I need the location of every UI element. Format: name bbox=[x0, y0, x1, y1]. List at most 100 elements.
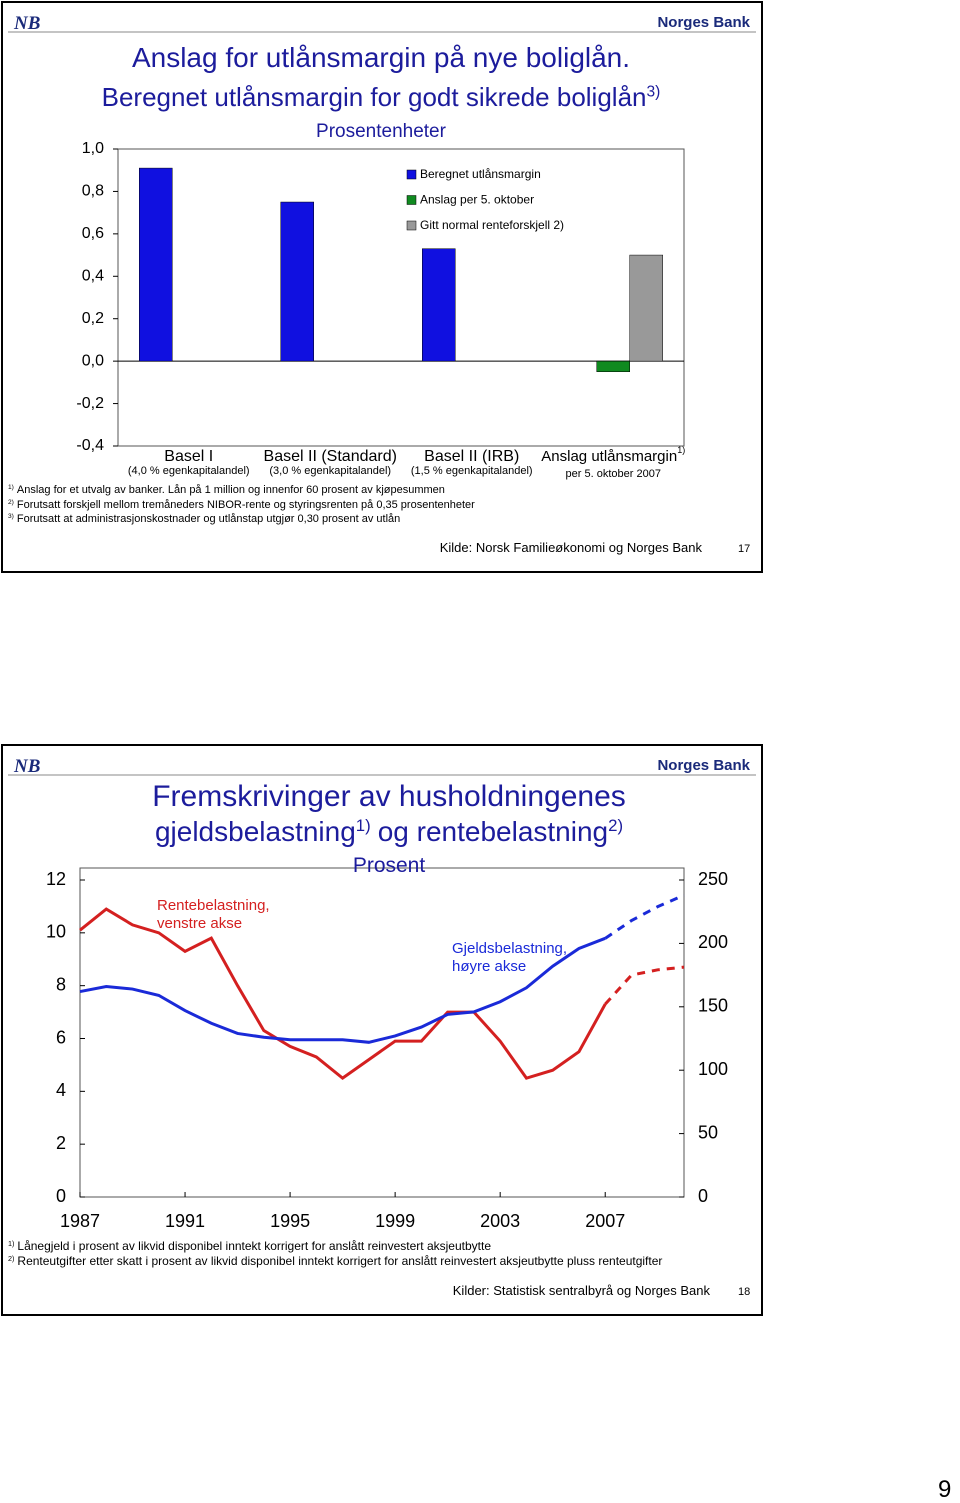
y2-tick-label: 250 bbox=[698, 869, 728, 889]
subtitle: Prosentenheter bbox=[316, 121, 446, 142]
title-note-marker: 2) bbox=[608, 815, 624, 835]
logo: NB bbox=[14, 13, 41, 34]
line-series bbox=[604, 965, 685, 1006]
series-label: Gjeldsbelastning, høyre akse bbox=[452, 940, 568, 975]
y2-tick-label: 200 bbox=[698, 932, 728, 952]
x-tick-label: 1987 bbox=[60, 1211, 100, 1231]
footnote: 3) Forutsatt at administrasjonskostnader … bbox=[8, 513, 401, 525]
title-text: Beregnet utlånsmargin for godt sikrede b… bbox=[101, 82, 647, 112]
line-series bbox=[604, 893, 685, 940]
category-name: Basel II (Standard) bbox=[264, 448, 397, 465]
y-tick-label: 0,0 bbox=[82, 352, 104, 369]
y-tick-label: 0,2 bbox=[82, 310, 104, 327]
title-line: Fremskrivinger av husholdningenes bbox=[8, 782, 770, 812]
bar bbox=[280, 201, 314, 362]
x-tick-label: 2007 bbox=[585, 1211, 625, 1231]
logo: NB bbox=[14, 756, 41, 777]
footnote: 2) Forutsatt forskjell mellom tremåneders… bbox=[8, 499, 475, 511]
brand: Norges Bank bbox=[657, 14, 750, 31]
y-tick-label: -0,4 bbox=[76, 437, 104, 454]
legend-label: Beregnet utlånsmargin bbox=[420, 167, 541, 181]
category-subtitle: (4,0 % egenkapitalandel) bbox=[128, 465, 250, 477]
category-label: Basel I bbox=[164, 448, 213, 465]
footnote: 2) Renteutgifter etter skatt i prosent av… bbox=[8, 1255, 662, 1267]
category-subtitle: (3,0 % egenkapitalandel) bbox=[269, 465, 391, 477]
legend-swatch bbox=[406, 220, 417, 231]
footnote-marker: 1) bbox=[8, 1238, 15, 1248]
slide-number: 17 bbox=[738, 543, 751, 555]
category-subtitle: per 5. oktober 2007 bbox=[566, 468, 661, 480]
title-line: Beregnet utlånsmargin for godt sikrede b… bbox=[0, 84, 762, 110]
footnote-marker: 3) bbox=[8, 513, 14, 521]
slide-frame bbox=[1, 1, 763, 573]
title-note-marker: 1) bbox=[355, 815, 371, 835]
title-text: og rentebelastning bbox=[377, 816, 609, 847]
footnote-marker: 1) bbox=[8, 484, 14, 492]
y2-tick-label: 0 bbox=[698, 1186, 708, 1206]
category-name: Basel II (IRB) bbox=[424, 448, 519, 465]
y-tick-label: 2 bbox=[56, 1133, 66, 1153]
y-tick-label: 4 bbox=[56, 1080, 66, 1100]
x-tick-label: 1999 bbox=[375, 1211, 415, 1231]
category-name: Anslag utlånsmargin bbox=[541, 448, 677, 465]
legend-label: Gitt normal renteforskjell 2) bbox=[420, 218, 564, 232]
category-subtitle: (1,5 % egenkapitalandel) bbox=[411, 465, 533, 477]
title-line: gjeldsbelastning1) og rentebelastning2) bbox=[8, 815, 770, 847]
bar bbox=[596, 360, 630, 372]
page-number: 9 bbox=[938, 1476, 952, 1503]
footnote-text: Lånegjeld i prosent av likvid disponibel… bbox=[17, 1239, 491, 1253]
footnote-marker: 2) bbox=[8, 499, 14, 507]
series-label: Rentebelastning, venstre akse bbox=[157, 897, 270, 932]
footnote-marker: 2) bbox=[8, 1253, 15, 1263]
category-name: Basel I bbox=[164, 448, 213, 465]
y-tick-label: 0 bbox=[56, 1186, 66, 1206]
y-tick-label: 0,8 bbox=[82, 183, 104, 200]
plot-frame bbox=[117, 148, 685, 447]
y-tick-label: 0,4 bbox=[82, 268, 104, 285]
footnote-text: Anslag for et utvalg av banker. Lån på 1… bbox=[16, 484, 445, 496]
footnote: 1) Lånegjeld i prosent av likvid disponib… bbox=[8, 1240, 491, 1252]
plot-frame bbox=[79, 867, 685, 1198]
footnote-text: Forutsatt forskjell mellom tremåneders N… bbox=[16, 499, 475, 511]
y-tick-label: 1,0 bbox=[82, 140, 104, 157]
y2-tick-label: 50 bbox=[698, 1122, 718, 1142]
source: Kilde: Norsk Familieøkonomi og Norges Ba… bbox=[439, 540, 702, 555]
y-tick-label: 6 bbox=[56, 1027, 66, 1047]
y-tick-label: 12 bbox=[46, 869, 66, 889]
slide-frame bbox=[1, 744, 763, 1316]
y-tick-label: -0,2 bbox=[76, 395, 104, 412]
x-tick-label: 1991 bbox=[165, 1211, 205, 1231]
legend-label: Anslag per 5. oktober bbox=[420, 193, 534, 207]
y-tick-label: 0,6 bbox=[82, 225, 104, 242]
category-label: Basel II (Standard) bbox=[264, 448, 397, 465]
bar bbox=[139, 167, 173, 362]
title-text: Fremskrivinger av husholdningenes bbox=[152, 780, 626, 813]
footnote-text: Renteutgifter etter skatt i prosent av l… bbox=[17, 1254, 663, 1268]
bar bbox=[422, 248, 456, 362]
title-text: gjeldsbelastning bbox=[154, 816, 356, 847]
legend-swatch bbox=[406, 195, 417, 205]
footnote-text: Forutsatt at administrasjonskostnader og… bbox=[16, 513, 401, 525]
bar bbox=[629, 254, 663, 362]
slide-number: 18 bbox=[738, 1286, 751, 1298]
category-note: 1) bbox=[677, 445, 685, 455]
brand: Norges Bank bbox=[657, 757, 750, 774]
footnote: 1) Anslag for et utvalg av banker. Lån på… bbox=[8, 484, 445, 496]
title-note-marker: 3) bbox=[646, 83, 661, 101]
y2-tick-label: 150 bbox=[698, 996, 728, 1016]
category-label: Basel II (IRB) bbox=[424, 448, 519, 465]
y-tick-label: 8 bbox=[56, 974, 66, 994]
subtitle: Prosent bbox=[352, 854, 426, 877]
y-tick-label: 10 bbox=[46, 922, 66, 942]
title-text: Anslag for utlånsmargin på nye boliglån. bbox=[131, 42, 631, 73]
title-line: Anslag for utlånsmargin på nye boliglån. bbox=[0, 44, 762, 72]
line-series bbox=[79, 936, 606, 1044]
legend-swatch bbox=[406, 169, 417, 180]
x-tick-label: 1995 bbox=[270, 1211, 310, 1231]
source: Kilder: Statistisk sentralbyrå og Norges… bbox=[452, 1283, 710, 1298]
line-series bbox=[79, 907, 607, 1081]
x-tick-label: 2003 bbox=[480, 1211, 520, 1231]
category-label: Anslag utlånsmargin1) bbox=[541, 445, 685, 465]
